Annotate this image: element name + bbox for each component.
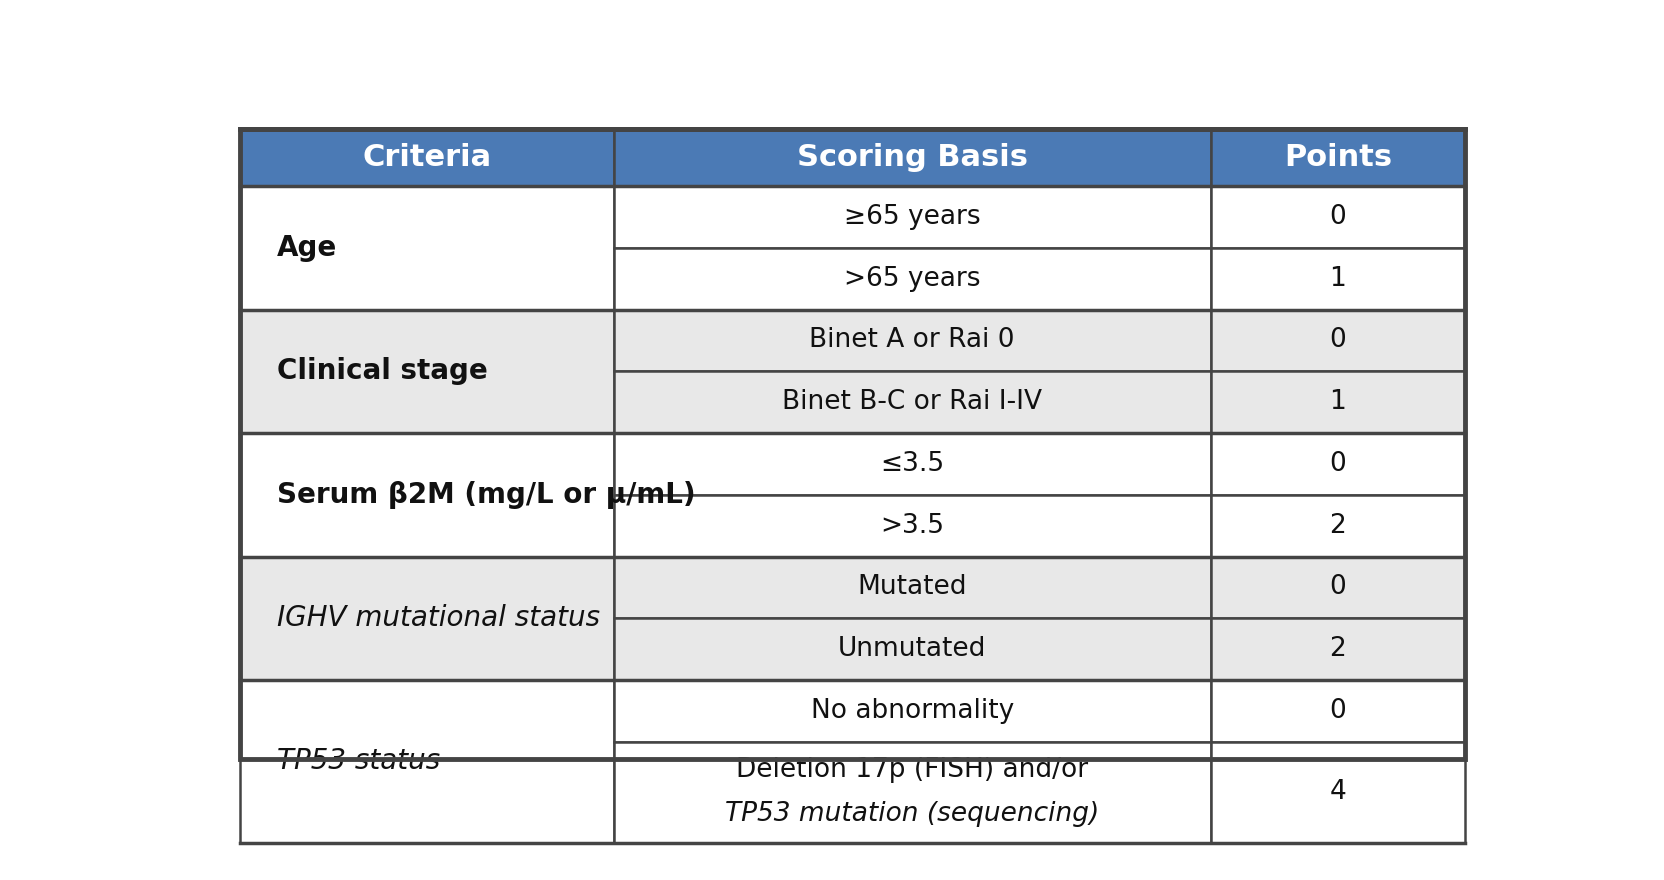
Text: 0: 0 [1330,698,1346,724]
Text: TP53 mutation (sequencing): TP53 mutation (sequencing) [726,802,1100,827]
Text: ≤3.5: ≤3.5 [880,451,943,477]
Text: IGHV mutational status: IGHV mutational status [276,605,601,633]
Bar [614,433,1210,495]
Bar [614,680,1210,742]
Text: 1: 1 [1330,266,1346,291]
Bar [240,186,614,310]
Bar [614,619,1210,680]
Bar [1210,371,1466,433]
Text: >65 years: >65 years [844,266,980,291]
Bar [614,495,1210,556]
Text: 4: 4 [1330,780,1346,805]
Text: Scoring Basis: Scoring Basis [797,143,1028,172]
Bar [240,310,614,433]
Bar [1210,129,1466,186]
Text: Criteria: Criteria [363,143,491,172]
Bar [614,371,1210,433]
Bar [1210,619,1466,680]
Text: 0: 0 [1330,575,1346,600]
Bar [240,556,614,680]
Text: ≥65 years: ≥65 years [844,204,980,230]
Text: >3.5: >3.5 [880,513,943,539]
Bar [1210,742,1466,843]
Bar [614,248,1210,310]
Text: Binet B-C or Rai I-IV: Binet B-C or Rai I-IV [782,389,1042,415]
Text: 0: 0 [1330,451,1346,477]
Bar [1210,186,1466,248]
Bar [614,556,1210,619]
Bar [1210,310,1466,371]
Bar [1210,680,1466,742]
Bar [614,310,1210,371]
Text: Clinical stage: Clinical stage [276,357,488,385]
Bar [614,742,1210,843]
Text: 2: 2 [1330,636,1346,663]
Bar [1210,248,1466,310]
Bar [614,186,1210,248]
Bar [1210,495,1466,556]
Text: Points: Points [1285,143,1393,172]
Text: 0: 0 [1330,204,1346,230]
Bar [614,129,1210,186]
Text: 1: 1 [1330,389,1346,415]
Text: Age: Age [276,234,338,261]
Bar [240,433,614,556]
Text: 0: 0 [1330,327,1346,354]
Text: Deletion 17p (FISH) and/or: Deletion 17p (FISH) and/or [735,757,1088,783]
Bar [240,129,614,186]
Text: Unmutated: Unmutated [839,636,987,663]
Bar [1210,556,1466,619]
Text: 2: 2 [1330,513,1346,539]
Text: Serum β2M (mg/L or μ/mL): Serum β2M (mg/L or μ/mL) [276,480,696,509]
Text: TP53 status: TP53 status [276,747,441,775]
Text: Mutated: Mutated [857,575,967,600]
Text: Binet A or Rai 0: Binet A or Rai 0 [809,327,1015,354]
Bar [1210,433,1466,495]
Text: No abnormality: No abnormality [810,698,1013,724]
Bar [240,680,614,843]
